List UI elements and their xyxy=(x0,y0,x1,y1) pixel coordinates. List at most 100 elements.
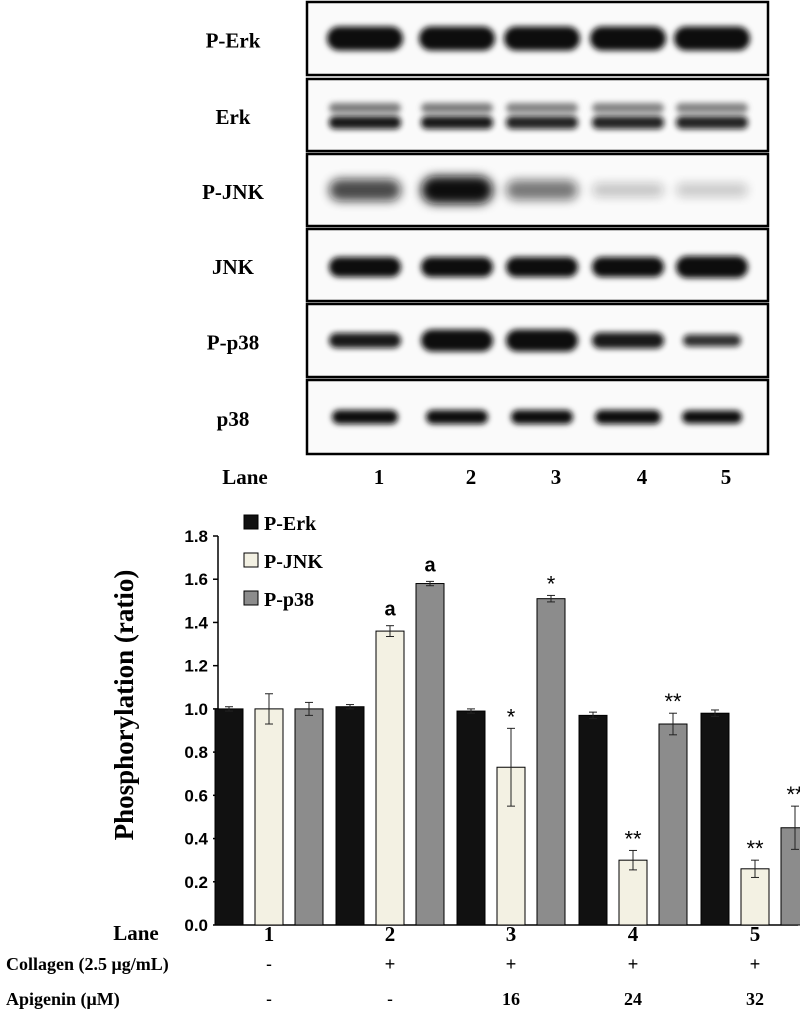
treatment-value: + xyxy=(628,954,639,974)
legend-item: P-p38 xyxy=(243,589,314,611)
bar xyxy=(618,859,648,926)
error-bar xyxy=(547,594,555,603)
y-axis-label: Phosphorylation (ratio) xyxy=(109,570,139,841)
bar xyxy=(780,827,800,926)
y-tick-label: 0.2 xyxy=(184,873,208,892)
blot-row-p-erk: P-Erk xyxy=(206,0,770,77)
blot-band xyxy=(676,116,748,129)
bar xyxy=(415,583,445,926)
legend: P-Erk P-JNK P-p38 xyxy=(243,513,323,611)
bar xyxy=(740,868,770,926)
error-bar xyxy=(711,709,719,717)
blot-band xyxy=(592,257,664,277)
blot-lane-title: Lane xyxy=(222,465,268,489)
treatment-value: - xyxy=(266,954,272,974)
significance-label: * xyxy=(547,571,556,596)
treatment-value: 32 xyxy=(746,989,764,1009)
blot-band xyxy=(511,410,573,424)
significance-label: a xyxy=(424,554,436,576)
treatment-row: Apigenin (μM) - - 16 24 32 xyxy=(6,989,764,1010)
significance-label: ** xyxy=(664,689,682,714)
blot-band xyxy=(329,257,401,277)
blot-band xyxy=(676,256,748,278)
blot-lane-number: 3 xyxy=(551,465,562,489)
treatment-value: + xyxy=(506,954,517,974)
error-bar xyxy=(751,859,759,878)
y-tick-label: 0.4 xyxy=(184,830,208,849)
blot-band xyxy=(329,103,401,113)
bar xyxy=(254,708,284,926)
error-bar xyxy=(346,704,354,710)
y-tick-label: 1.2 xyxy=(184,657,208,676)
blot-band xyxy=(329,116,401,129)
blot-band xyxy=(590,26,666,51)
blot-row-erk: Erk xyxy=(215,77,770,153)
legend-swatch xyxy=(243,514,259,530)
blot-lane-number: 5 xyxy=(721,465,732,489)
blot-lane-number: 1 xyxy=(374,465,385,489)
blot-band xyxy=(682,410,742,424)
blot-band xyxy=(674,26,750,51)
bar xyxy=(536,598,566,926)
error-bar xyxy=(791,805,799,850)
blot-band xyxy=(676,103,748,113)
blot-band xyxy=(506,329,578,352)
series-p-erk xyxy=(214,704,730,926)
x-axis-title: Lane xyxy=(113,921,159,945)
blot-band xyxy=(426,410,488,424)
bar xyxy=(578,714,608,926)
significance-label: ** xyxy=(746,836,764,861)
blot-band xyxy=(421,329,493,352)
x-tick-label: 1 xyxy=(264,922,275,946)
blot-strip xyxy=(305,77,770,153)
error-bar xyxy=(589,711,597,720)
error-bar xyxy=(507,727,515,807)
blot-band xyxy=(506,116,578,129)
western-blot-panel: P-Erk Erk P-JNK JNK P-p38 p38 Lane 1 2 3 4 5 xyxy=(202,0,770,489)
blot-band xyxy=(506,180,578,200)
treatment-value: 16 xyxy=(502,989,520,1009)
blot-lane-number: 4 xyxy=(637,465,648,489)
significance-label: * xyxy=(507,704,516,729)
blot-band xyxy=(327,26,403,51)
blot-row-p38: p38 xyxy=(217,378,770,456)
treatment-label: Collagen (2.5 μg/mL) xyxy=(6,954,169,975)
y-tick-label: 1.6 xyxy=(184,570,208,589)
blot-band xyxy=(683,334,741,347)
blot-band xyxy=(676,183,748,197)
error-bar xyxy=(426,580,434,587)
blot-band xyxy=(421,257,493,277)
legend-label: P-p38 xyxy=(264,589,314,611)
blot-band xyxy=(595,410,661,424)
blot-row-label: p38 xyxy=(217,407,250,431)
error-bar xyxy=(669,712,677,736)
error-bar xyxy=(629,849,637,871)
blot-band xyxy=(421,176,493,204)
legend-item: P-JNK xyxy=(243,551,323,573)
x-tick-label: 4 xyxy=(628,922,639,946)
y-tick-label: 1.0 xyxy=(184,700,208,719)
y-tick-label: 0.8 xyxy=(184,743,208,762)
legend-item: P-Erk xyxy=(243,513,317,535)
blot-band xyxy=(504,26,580,51)
blot-row-label: P-Erk xyxy=(206,29,261,53)
legend-swatch xyxy=(243,552,259,568)
bar xyxy=(294,708,324,926)
significance-label: ** xyxy=(786,782,800,807)
blot-row-jnk: JNK xyxy=(212,227,770,303)
blot-band xyxy=(419,26,495,51)
blot-row-label: JNK xyxy=(212,255,255,279)
treatment-label: Apigenin (μM) xyxy=(6,989,120,1010)
blot-band xyxy=(592,103,664,113)
blot-row-label: Erk xyxy=(215,105,250,129)
series-p-jnk: a*** ** xyxy=(254,599,770,926)
blot-band xyxy=(329,333,401,348)
treatment-table: Collagen (2.5 μg/mL) - + + + + Apigenin (μM) - -… xyxy=(6,954,764,1010)
blot-band xyxy=(329,179,401,201)
y-tick-label: 1.8 xyxy=(184,527,208,546)
blot-row-label: P-JNK xyxy=(202,180,264,204)
blot-band xyxy=(332,410,398,424)
significance-label: a xyxy=(384,599,396,621)
bar xyxy=(456,710,486,926)
